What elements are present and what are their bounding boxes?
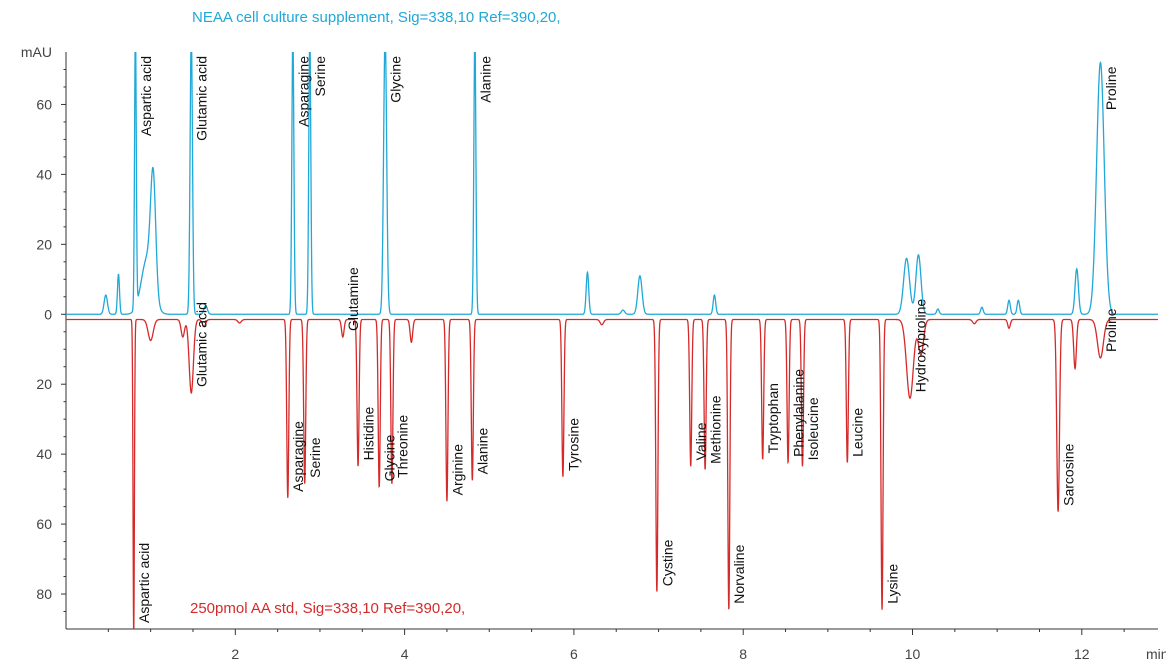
peak-label: Alanine: [475, 427, 491, 474]
peak-label: Alanine: [477, 56, 493, 103]
peak-label: Norvaline: [731, 544, 747, 603]
peak-label: Serine: [312, 56, 328, 97]
peak-label: Glutamic acid: [194, 56, 210, 141]
axes: 60 40 20 0 20 40 60 80 2 4 6 8 10 12: [36, 52, 1158, 662]
peak-label: Sarcosine: [1061, 443, 1077, 505]
y-tick-label: 40: [36, 166, 52, 182]
peak-label: Hydroxyproline: [912, 299, 928, 393]
peak-label: Tryptophan: [765, 383, 781, 453]
series-trace-1: [66, 318, 1158, 629]
peak-label: Proline: [1103, 66, 1119, 110]
peak-label: Glycine: [388, 56, 404, 103]
x-tick-label: 10: [905, 646, 921, 662]
peak-labels: Aspartic acid Glutamic acid Asparagine Seri…: [136, 56, 1119, 623]
series-title-bottom: 250pmol AA std, Sig=338,10 Ref=390,20,: [190, 600, 465, 617]
peak-label: Lysine: [884, 564, 900, 604]
peak-label: Asparagine: [290, 421, 306, 492]
peak-label: Asparagine: [295, 56, 311, 127]
peak-label: Histidine: [360, 406, 376, 460]
peak-label: Aspartic acid: [136, 543, 152, 623]
y-tick-label: 60: [36, 96, 52, 112]
peak-label: Glycine: [382, 434, 398, 481]
peak-label: Proline: [1103, 308, 1119, 352]
y-tick-label: 0: [44, 306, 52, 322]
peak-label: Valine: [693, 422, 709, 460]
peak-label: Phenylalanine: [790, 369, 806, 457]
y-tick-label: 20: [36, 236, 52, 252]
x-tick-label: 12: [1074, 646, 1090, 662]
peak-label: Aspartic acid: [138, 56, 154, 136]
peak-label: Threonine: [394, 415, 410, 478]
series-trace-0: [66, 52, 1158, 315]
x-tick-label: 8: [739, 646, 747, 662]
peak-label: Glutamic acid: [194, 302, 210, 387]
traces: [66, 52, 1158, 629]
y-tick-label: 40: [36, 446, 52, 462]
peak-label: Tyrosine: [565, 418, 581, 471]
peak-label: Isoleucine: [805, 397, 821, 460]
x-tick-label: 2: [231, 646, 239, 662]
peak-label: Serine: [307, 437, 323, 478]
series-title-top: NEAA cell culture supplement, Sig=338,10…: [192, 9, 561, 26]
peak-label: Cystine: [659, 539, 675, 586]
y-tick-label: 20: [36, 376, 52, 392]
x-tick-label: 4: [401, 646, 409, 662]
peak-label: Methionine: [708, 395, 724, 464]
peak-label: Arginine: [449, 444, 465, 496]
y-tick-label: 60: [36, 516, 52, 532]
x-tick-label: 6: [570, 646, 578, 662]
peak-label: Glutamine: [345, 267, 361, 331]
peak-label: Leucine: [850, 408, 866, 457]
x-axis-label: min: [1146, 646, 1166, 662]
y-tick-label: 80: [36, 586, 52, 602]
y-axis-label: mAU: [21, 44, 52, 60]
